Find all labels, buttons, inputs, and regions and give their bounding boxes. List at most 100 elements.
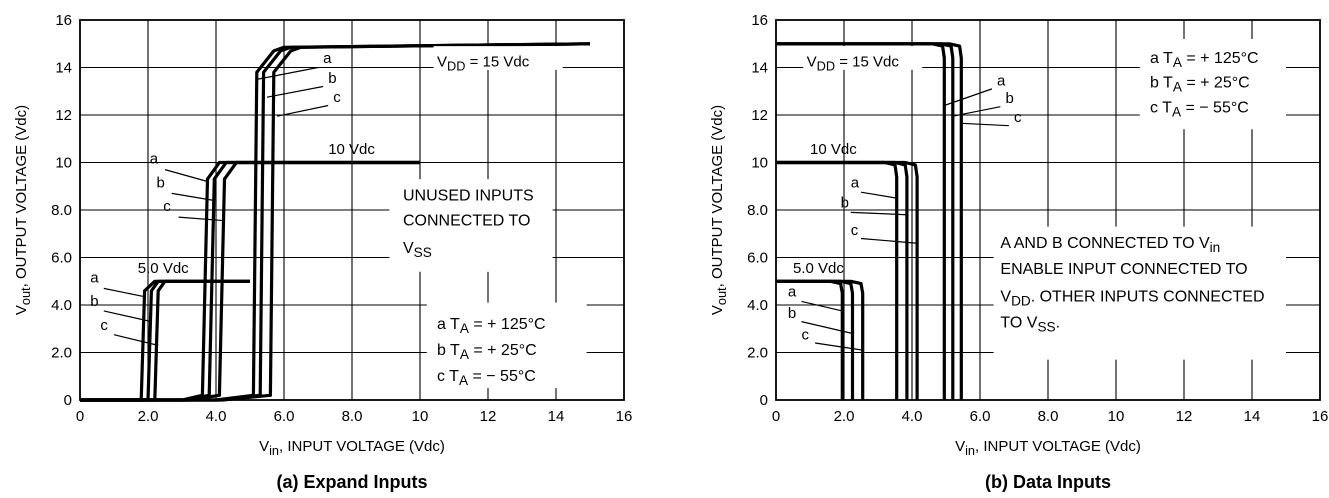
leader-line [815, 342, 863, 351]
y-tick-label: 16 [55, 12, 72, 29]
subscript: DD [1011, 293, 1031, 308]
x-tick-label: 2.0 [834, 408, 855, 425]
text-span: b T [437, 342, 460, 359]
vdd-15-label: VDD = 15 Vdc [807, 53, 900, 73]
y-tick-label: 16 [751, 12, 768, 29]
series-line-a-vdd5 [80, 279, 250, 402]
leader-line [113, 334, 159, 346]
curve-letter-c: c [851, 222, 859, 239]
text-span: a T [1150, 50, 1173, 67]
x-tick-label: 14 [548, 408, 565, 425]
text-span: V [955, 438, 965, 455]
text-span: . [1056, 315, 1060, 332]
text-span: A AND B CONNECTED TO V [1000, 235, 1210, 252]
leader-line [171, 192, 215, 202]
leader-line [801, 300, 843, 312]
curve-letter-a: a [788, 284, 797, 301]
text-span: CONNECTED TO [403, 212, 530, 229]
chart-panel-a: 0 2.0 4.0 6.0 8.0 10 12 14 16 0 2.0 4.0 6.0 8.0 10 12 14… [13, 12, 632, 492]
y-tick-label: 2.0 [51, 345, 72, 362]
y-axis-title: Vout, OUTPUT VOLTAGE (Vdc) [709, 105, 729, 315]
note-line: A AND B CONNECTED TO Vin [1000, 235, 1220, 255]
x-tick-label: 4.0 [902, 408, 923, 425]
subscript: SS [414, 245, 432, 260]
text-span: = + 25°C [1182, 75, 1250, 92]
curve-letter-a: a [851, 174, 860, 191]
series-curves [776, 42, 963, 400]
series-line-b-vdd5 [80, 279, 250, 402]
x-tick-label: 6.0 [970, 408, 991, 425]
curve-letter-b: b [157, 174, 165, 191]
x-tick-label: 0 [772, 408, 780, 425]
legend-entry: b TA = + 25°C [1150, 75, 1250, 95]
x-tick-label: 12 [1176, 408, 1193, 425]
y-tick-label: 4.0 [51, 297, 72, 314]
y-tick-label: 6.0 [747, 250, 768, 267]
label-background [433, 46, 563, 70]
text-span: = 15 Vdc [835, 53, 899, 70]
curve-letter-b: b [328, 70, 336, 87]
y-tick-label: 0 [760, 392, 768, 409]
subscript: DD [817, 58, 835, 73]
text-span: , INPUT VOLTAGE (Vdc) [975, 438, 1141, 455]
curve-letter-b: b [841, 195, 849, 212]
y-tick-label: 8.0 [51, 202, 72, 219]
y-tick-label: 4.0 [747, 297, 768, 314]
plot-frame [775, 19, 1321, 401]
subscript: in [269, 443, 279, 458]
x-tick-label: 4.0 [206, 408, 227, 425]
y-tick-label: 12 [55, 107, 72, 124]
text-span: c T [437, 368, 459, 385]
vdd-10-label: 10 Vdc [810, 141, 857, 158]
text-span: V [437, 53, 447, 70]
curve-letter-a: a [997, 72, 1006, 89]
x-tick-label: 16 [1312, 408, 1329, 425]
curve-letter-a: a [323, 50, 332, 67]
y-tick-label: 0 [64, 392, 72, 409]
subscript: in [965, 443, 975, 458]
chart-caption: (b) Data Inputs [985, 472, 1111, 492]
y-tick-label: 14 [55, 60, 72, 77]
note-box: A AND B CONNECTED TO Vin ENABLE INPUT CON… [993, 39, 1286, 360]
curve-letter-b: b [788, 305, 796, 322]
leader-line [860, 237, 918, 244]
text-span: V [709, 305, 726, 315]
y-tick-label: 10 [55, 155, 72, 172]
chart-panel-b: 0 2.0 4.0 6.0 8.0 10 12 14 16 0 2.0 4.0 6.0 8.0 10 12 14… [709, 12, 1328, 492]
subscript: A [1172, 105, 1182, 120]
series-line-c-vdd15 [80, 42, 591, 402]
x-tick-label: 0 [76, 408, 84, 425]
legend-entry: a TA = + 125°C [437, 316, 546, 336]
y-axis-title: Vout, OUTPUT VOLTAGE (Vdc) [13, 105, 33, 315]
leader-line [256, 66, 319, 80]
y-tick-label: 2.0 [747, 345, 768, 362]
subscript: in [1210, 240, 1221, 255]
y-tick-label: 6.0 [51, 250, 72, 267]
subscript: out [714, 287, 729, 305]
x-tick-label: 12 [480, 408, 497, 425]
subscript: DD [447, 58, 465, 73]
leader-line [952, 106, 1001, 117]
leader-line [961, 122, 1009, 127]
curve-letter-c: c [802, 326, 810, 343]
x-tick-label: 8.0 [342, 408, 363, 425]
series-line-c-vdd10 [776, 160, 919, 400]
y-tick-label: 14 [751, 60, 768, 77]
leader-line [266, 85, 324, 98]
text-span: , OUTPUT VOLTAGE (Vdc) [13, 105, 30, 288]
subscript: out [18, 287, 33, 305]
note-line: ENABLE INPUT CONNECTED TO [1000, 261, 1247, 278]
text-span: UNUSED INPUTS [403, 188, 534, 205]
x-tick-label: 14 [1244, 408, 1261, 425]
legend-entry: c TA = − 55°C [437, 368, 536, 388]
leader-line [103, 310, 152, 323]
text-span: ENABLE INPUT CONNECTED TO [1000, 261, 1247, 278]
curve-letter-a: a [90, 269, 99, 286]
legend-entry: a TA = + 125°C [1150, 50, 1259, 70]
text-span: = + 125°C [469, 316, 546, 333]
subscript: A [1173, 80, 1183, 95]
curve-letter-b: b [90, 293, 98, 310]
